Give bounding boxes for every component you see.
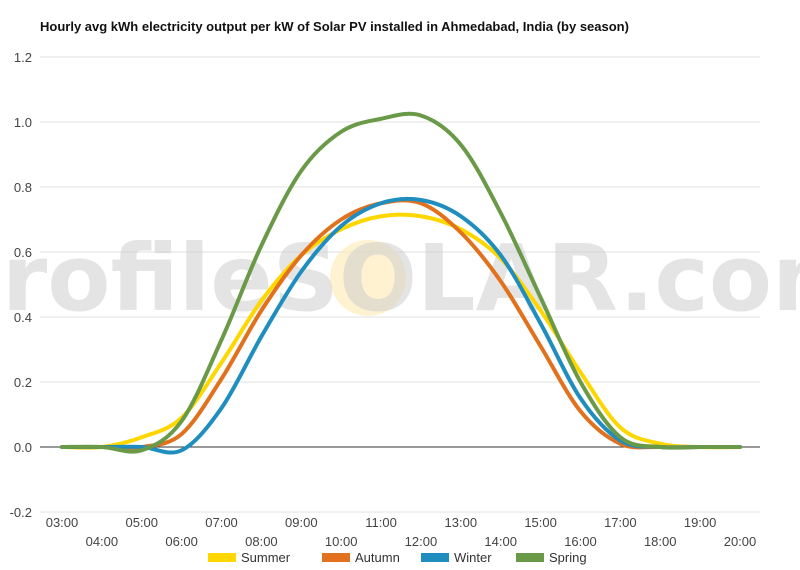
y-tick-label: 0.4 (14, 310, 32, 325)
x-tick-label: 14:00 (484, 534, 517, 549)
x-tick-label: 12:00 (405, 534, 438, 549)
y-tick-label: -0.2 (10, 505, 32, 520)
series-line-spring (60, 111, 742, 454)
chart-title: Hourly avg kWh electricity output per kW… (40, 19, 629, 34)
x-tick-label: 11:00 (365, 515, 397, 530)
legend-swatch-summer (208, 553, 236, 562)
x-tick-label: 09:00 (285, 515, 318, 530)
x-tick-label: 13:00 (445, 515, 478, 530)
x-tick-label: 04:00 (86, 534, 119, 549)
x-tick-label: 08:00 (245, 534, 278, 549)
legend-swatch-spring (516, 553, 544, 562)
x-tick-label: 19:00 (684, 515, 717, 530)
x-tick-label: 03:00 (46, 515, 79, 530)
x-tick-label: 20:00 (724, 534, 757, 549)
legend-label-spring: Spring (549, 550, 587, 565)
x-tick-label: 18:00 (644, 534, 677, 549)
legend-label-autumn: Autumn (355, 550, 400, 565)
series-line-winter (60, 196, 742, 455)
legend-label-winter: Winter (454, 550, 492, 565)
legend-label-summer: Summer (241, 550, 291, 565)
y-tick-label: 0.6 (14, 245, 32, 260)
legend-swatch-autumn (322, 553, 350, 562)
x-tick-label: 07:00 (205, 515, 238, 530)
watermark-sun (330, 240, 406, 316)
watermark-text: profileSOLAR.com (0, 225, 800, 332)
x-tick-label: 15:00 (524, 515, 557, 530)
x-tick-label: 17:00 (604, 515, 637, 530)
y-tick-label: 0.8 (14, 180, 32, 195)
y-tick-label: 1.0 (14, 115, 32, 130)
x-tick-label: 10:00 (325, 534, 358, 549)
y-tick-label: 0.2 (14, 375, 32, 390)
legend-swatch-winter (421, 553, 449, 562)
x-tick-label: 16:00 (564, 534, 597, 549)
x-tick-label: 05:00 (125, 515, 158, 530)
x-tick-label: 06:00 (165, 534, 198, 549)
y-tick-label: 1.2 (14, 50, 32, 65)
y-tick-label: 0.0 (14, 440, 32, 455)
